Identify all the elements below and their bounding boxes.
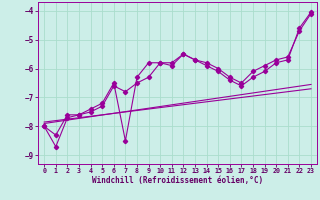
X-axis label: Windchill (Refroidissement éolien,°C): Windchill (Refroidissement éolien,°C) — [92, 176, 263, 185]
